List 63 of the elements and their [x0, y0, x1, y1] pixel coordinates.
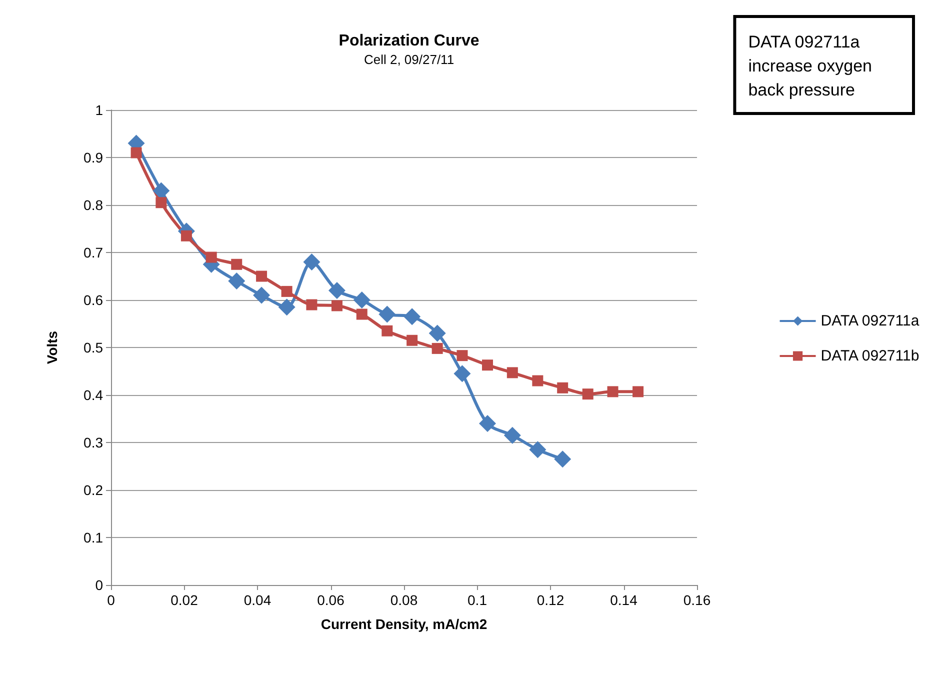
point [328, 282, 346, 299]
y-tick-label: 0.7 [84, 244, 104, 260]
point [382, 325, 393, 336]
x-tick-label: 0.16 [683, 592, 711, 608]
point [281, 286, 292, 297]
y-tick-label: 0.9 [84, 150, 104, 166]
point [353, 292, 370, 308]
point [331, 300, 342, 312]
point [428, 324, 446, 342]
point [529, 441, 546, 458]
point [506, 367, 518, 378]
point [253, 286, 270, 304]
point [404, 308, 421, 326]
y-tick-label: 0.4 [84, 387, 104, 403]
point [130, 147, 142, 158]
legend-label: DATA 092711b [820, 348, 920, 364]
x-axis-title: Current Density, mA/cm2 [320, 616, 488, 632]
y-tick-label: 1 [95, 102, 104, 118]
x-tick-label: 0.1 [468, 592, 488, 608]
point [156, 197, 167, 208]
point [454, 365, 471, 382]
chart-title: Polarization Curve [338, 32, 480, 50]
x-tick-label: 0.12 [536, 592, 564, 608]
legend-label: DATA 092711a [820, 312, 920, 330]
point [228, 272, 246, 290]
point [607, 386, 618, 398]
point [303, 254, 320, 270]
x-tick-label: 0.14 [610, 592, 638, 608]
point [256, 270, 268, 282]
point [554, 450, 572, 468]
point [356, 308, 368, 320]
point [306, 299, 318, 310]
point [482, 360, 494, 371]
point [152, 182, 170, 200]
chart-subtitle: Cell 2, 09/27/11 [364, 52, 454, 67]
point [231, 258, 242, 270]
point [557, 382, 568, 394]
point [406, 334, 418, 346]
y-tick-label: 0.5 [84, 340, 104, 356]
x-tick-label: 0.06 [317, 592, 345, 608]
x-tick-label: 0.02 [170, 592, 198, 608]
y-tick-label: 0.3 [84, 434, 104, 450]
x-tick-label: 0.08 [390, 592, 418, 608]
y-tick-label: 0.1 [84, 530, 104, 546]
point [180, 230, 192, 242]
x-tick-label: 0 [107, 592, 116, 608]
point [278, 298, 296, 316]
y-tick-label: 0.2 [84, 482, 104, 498]
point [456, 350, 468, 362]
point [206, 252, 217, 263]
y-tick-label: 0.8 [84, 197, 104, 213]
point [378, 306, 396, 323]
point [479, 415, 496, 432]
text: DATA 092711a increase oxygen back pressure [748, 32, 872, 100]
point [532, 375, 544, 386]
point [582, 388, 594, 400]
y-axis-title: Volts [44, 330, 60, 364]
y-tick-label: 0.6 [84, 292, 104, 308]
y-tick-label: 0 [95, 577, 104, 593]
point [632, 386, 644, 398]
point [432, 342, 443, 354]
point [504, 426, 521, 444]
x-tick-label: 0.04 [244, 592, 272, 608]
